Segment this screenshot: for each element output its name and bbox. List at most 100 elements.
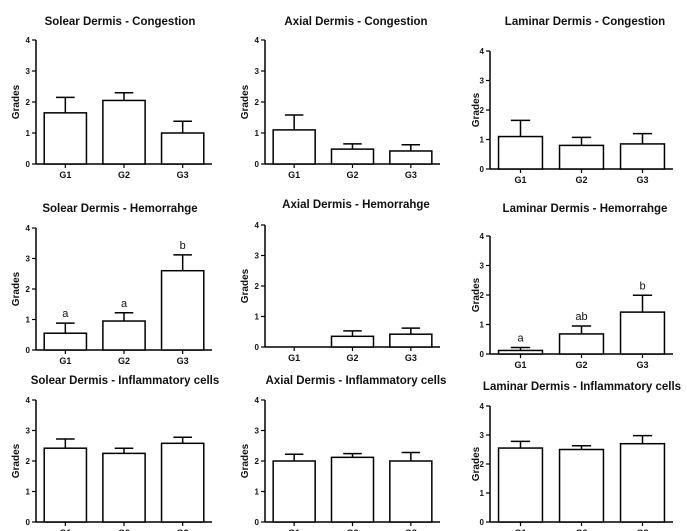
bar [558,333,605,355]
y-tick-label: 3 [255,427,260,436]
x-tick-label: G2 [118,528,130,531]
y-tick-label: 2 [26,457,31,466]
y-tick-label: 0 [255,343,260,352]
bar [497,349,544,355]
y-tick-label: 1 [480,321,485,330]
y-tick-label: 2 [480,460,485,469]
y-tick-label: 0 [255,518,260,527]
x-tick-label: G1 [59,170,71,180]
bar [272,460,316,523]
x-tick-label: G3 [405,353,417,363]
bar [160,442,205,523]
x-tick-label: G2 [346,170,358,180]
bar [330,148,375,165]
significance-label: ab [575,311,587,323]
y-tick-label: 4 [480,47,485,56]
y-tick-label: 1 [26,129,31,138]
chart-panel: Solear Dermis - Congestion Grades 0 1 2 3 4 G1 G… [11,16,212,180]
bar [619,311,666,355]
chart-panel: Solear Dermis - Hemorrahge Grades 0 1 2 3 4 G1 a… [11,203,212,366]
chart-title: Solear Dermis - Congestion [45,16,196,28]
y-tick-label: 3 [26,427,31,436]
x-tick-label: G1 [288,170,300,180]
y-tick-label: 3 [255,252,260,261]
y-tick-label: 0 [480,350,485,359]
y-tick-label: 3 [480,77,485,86]
chart-title: Solear Dermis - Hemorrahge [42,203,197,215]
chart-panel: Solear Dermis - Inflammatory cells Grades… [11,375,219,531]
chart-panel: Axial Dermis - Congestion Grades 0 1 2 3 4 G1 G2… [240,16,440,180]
y-tick-label: 0 [26,518,31,527]
chart-title: Laminar Dermis - Hemorrahge [503,203,668,215]
x-tick-label: G2 [575,528,587,531]
bar [619,442,666,523]
chart-title: Axial Dermis - Inflammatory cells [266,375,447,387]
x-tick-label: G1 [514,528,526,531]
significance-label: b [639,280,645,292]
chart-title: Solear Dermis - Inflammatory cells [31,375,220,387]
y-axis-label: Grades [471,277,482,312]
y-tick-label: 3 [255,67,260,76]
y-tick-label: 2 [26,285,31,294]
significance-label: a [62,308,69,320]
y-tick-label: 1 [480,489,485,498]
bar [272,129,316,165]
x-tick-label: G2 [346,353,358,363]
y-tick-label: 0 [480,165,485,174]
bar [389,150,433,165]
y-tick-label: 4 [480,232,485,241]
y-tick-label: 0 [26,160,31,169]
x-tick-label: G1 [514,360,526,370]
y-tick-label: 1 [255,313,260,322]
x-tick-label: G3 [636,528,648,531]
bar [619,143,666,170]
x-tick-label: G3 [405,170,417,180]
x-tick-label: G1 [288,528,300,531]
x-tick-label: G1 [59,528,71,531]
bar [102,320,146,351]
x-tick-label: G2 [575,175,587,185]
y-tick-label: 2 [480,291,485,300]
bar [497,447,544,523]
y-tick-label: 4 [480,402,485,411]
x-tick-label: G2 [575,360,587,370]
bar [389,460,433,523]
y-axis-label: Grades [11,271,22,306]
bar [160,132,205,165]
bar [43,332,88,351]
y-tick-label: 1 [480,136,485,145]
x-tick-label: G3 [177,356,189,366]
bar [102,99,146,165]
bar [102,452,146,523]
y-tick-label: 3 [480,262,485,271]
bar [558,144,605,170]
chart-title: Laminar Dermis - Congestion [505,16,665,28]
y-axis-label: Grades [240,84,251,119]
y-tick-label: 2 [255,98,260,107]
x-tick-label: G2 [118,356,130,366]
chart-panel: Axial Dermis - Hemorrahge Grades 0 1 2 3 4 G1 G2… [240,199,440,363]
y-axis-label: Grades [240,268,251,303]
y-axis-label: Grades [471,446,482,481]
y-tick-label: 4 [255,396,260,405]
x-tick-label: G1 [288,353,300,363]
bar [389,333,433,348]
x-tick-label: G1 [59,356,71,366]
bar [330,456,375,523]
x-tick-label: G3 [636,175,648,185]
y-tick-label: 2 [255,282,260,291]
chart-panel: Laminar Dermis - Hemorrahge Grades 0 1 2 3 4 G1… [471,203,673,370]
x-tick-label: G3 [405,528,417,531]
y-axis-label: Grades [11,84,22,119]
bar [558,448,605,523]
x-tick-label: G2 [118,170,130,180]
y-tick-label: 1 [26,488,31,497]
y-tick-label: 3 [26,255,31,264]
y-tick-label: 2 [255,457,260,466]
chart-panel: Axial Dermis - Inflammatory cells Grades 0… [240,375,446,531]
y-tick-label: 3 [26,67,31,76]
chart-panel: Laminar Dermis - Inflammatory cells Grade… [471,381,681,531]
bar [160,269,205,351]
